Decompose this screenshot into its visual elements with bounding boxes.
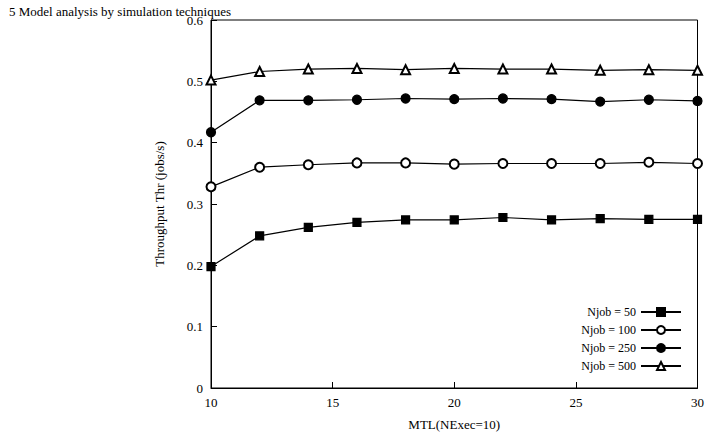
svg-text:10: 10 — [205, 395, 218, 410]
svg-text:5 Model analysis by simulation: 5 Model analysis by simulation technique… — [9, 4, 231, 19]
svg-text:Njob = 250: Njob = 250 — [581, 341, 636, 355]
svg-text:25: 25 — [569, 395, 582, 410]
svg-text:30: 30 — [691, 395, 704, 410]
svg-text:0.4: 0.4 — [187, 135, 204, 150]
svg-text:0.3: 0.3 — [187, 197, 203, 212]
svg-text:15: 15 — [326, 395, 339, 410]
svg-text:Njob = 50: Njob = 50 — [587, 305, 636, 319]
svg-text:0: 0 — [197, 381, 204, 396]
svg-text:0.1: 0.1 — [187, 319, 203, 334]
svg-text:MTL(NExec=10): MTL(NExec=10) — [408, 417, 500, 432]
svg-text:Njob = 500: Njob = 500 — [581, 359, 636, 373]
svg-text:0.2: 0.2 — [187, 258, 203, 273]
svg-text:0.6: 0.6 — [186, 12, 203, 28]
svg-text:20: 20 — [448, 395, 461, 410]
svg-text:Throughput Thr (jobs/s): Throughput Thr (jobs/s) — [152, 141, 167, 266]
svg-text:0.5: 0.5 — [187, 74, 203, 89]
svg-text:Njob = 100: Njob = 100 — [581, 323, 636, 337]
